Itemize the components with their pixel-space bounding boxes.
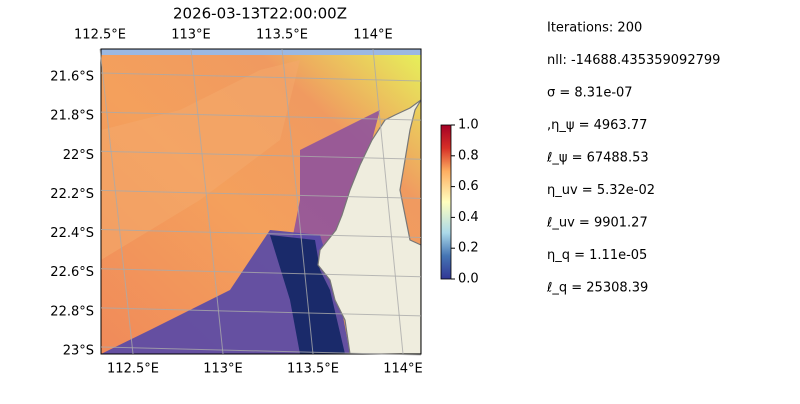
colorbar-tick-label: 0.8 [458,148,479,163]
grid-line [100,307,422,317]
grid-line [372,48,404,355]
y-tick-label: 21.6°S [50,70,94,85]
y-tick-label: 22.6°S [50,265,94,280]
x-tick-label-bottom: 113.5°E [287,362,339,377]
y-tick-label: 22.2°S [50,187,94,202]
colorbar-tick-label: 0.4 [458,210,479,225]
colorbar-tick-label: 1.0 [458,118,479,133]
y-tick-label: 22.4°S [50,226,94,241]
field-patch [270,235,345,354]
y-tick-label: 22.8°S [50,304,94,319]
annotation: ℓ_ψ = 67488.53 [546,151,649,166]
grid-line [100,189,422,199]
annotation: ℓ_q = 25308.39 [546,281,648,296]
grid-line [190,48,224,355]
x-tick-label-top: 114°E [353,28,393,43]
grid-line [281,48,314,355]
x-tick-label-top: 113.5°E [256,28,308,43]
annotation: Iterations: 200 [547,21,642,36]
annotation: σ = 8.31e-07 [547,86,633,101]
y-tick-label: 22°S [63,148,94,163]
annotation: nll: -14688.435359092799 [547,53,720,68]
x-tick-label-top: 112.5°E [74,28,126,43]
land [317,99,421,354]
grid-line [100,72,422,82]
x-tick-label-bottom: 114°E [383,362,423,377]
map-frame [100,48,422,355]
colorbar-tick-label: 0.0 [458,272,479,287]
annotation: η_q = 1.11e-05 [547,248,647,263]
annotation: ℓ_uv = 9901.27 [546,216,648,231]
grid-line [99,48,134,355]
field-patch [290,110,380,250]
y-tick-label: 23°S [63,343,94,358]
colorbar-tick-label: 0.6 [458,179,479,194]
grid-line [100,268,422,278]
title: 2026-03-13T22:00:00Z [173,5,347,23]
colorbar [440,124,452,280]
annotation: ,η_ψ = 4963.77 [547,118,647,133]
grid-line [100,229,422,239]
grid-line [100,150,422,160]
x-tick-label-bottom: 113°E [203,362,243,377]
y-tick-label: 21.8°S [50,109,94,124]
x-tick-label-bottom: 112.5°E [107,362,159,377]
map-field [101,49,421,354]
colorbar-tick-label: 0.2 [458,241,479,256]
grid-line [100,111,422,121]
field-patch [101,60,300,260]
grid-line [100,346,422,356]
x-tick-label-top: 113°E [171,28,211,43]
annotation: η_uv = 5.32e-02 [547,183,655,198]
